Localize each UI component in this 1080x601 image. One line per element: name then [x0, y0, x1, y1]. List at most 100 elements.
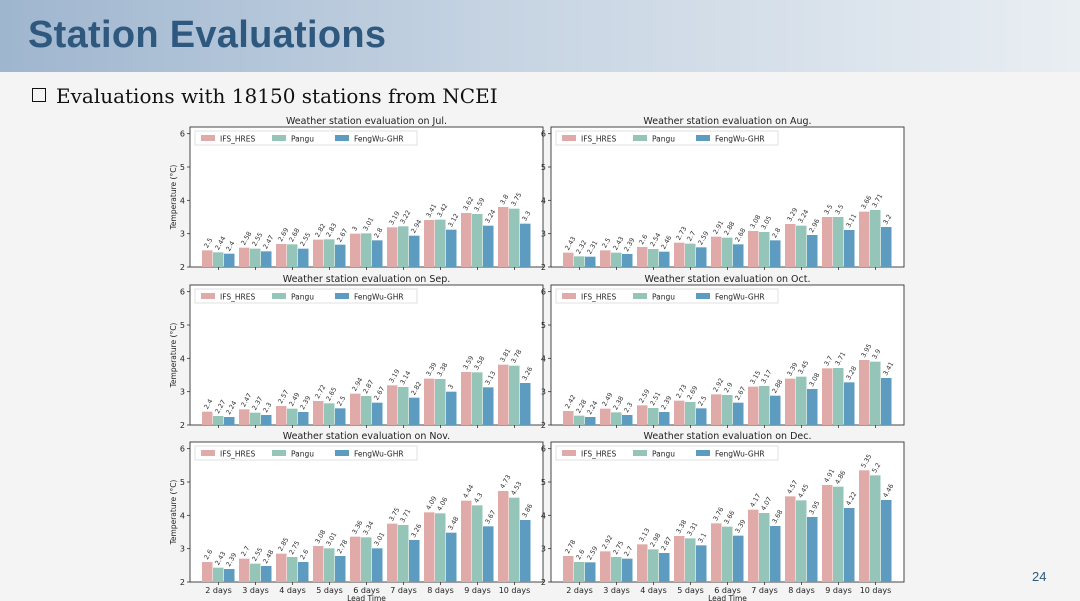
bar-pangu — [574, 415, 585, 425]
x-axis-label: Lead Time — [347, 594, 386, 601]
y-tick-label: 6 — [541, 288, 546, 297]
bar-ifs-hres — [674, 536, 685, 582]
bar-fengwu-ghr — [807, 389, 818, 425]
legend-swatch — [335, 135, 349, 141]
x-tick-label: 9 days — [825, 586, 852, 595]
legend-swatch — [633, 450, 647, 456]
legend-swatch — [696, 450, 710, 456]
bar-pangu — [611, 412, 622, 425]
bar-ifs-hres — [822, 368, 833, 425]
bar-fengwu-ghr — [696, 545, 707, 582]
x-tick-label: 8 days — [427, 586, 454, 595]
bar-pangu — [398, 387, 409, 425]
legend-swatch — [633, 293, 647, 299]
bar-pangu — [398, 525, 409, 582]
bar-fengwu-ghr — [483, 387, 494, 425]
bar-pangu — [722, 526, 733, 582]
legend-label: IFS_HRES — [220, 293, 255, 302]
y-tick-label: 6 — [180, 445, 185, 454]
bar-pangu — [611, 557, 622, 582]
bar-ifs-hres — [276, 244, 287, 267]
legend-swatch — [272, 135, 286, 141]
y-tick-label: 6 — [180, 130, 185, 139]
bullet-point: Evaluations with 18150 stations from NCE… — [32, 84, 498, 108]
legend-label: Pangu — [652, 293, 675, 302]
bar-ifs-hres — [498, 207, 509, 267]
legend-box — [194, 130, 418, 146]
bar-fengwu-ghr — [807, 235, 818, 267]
legend-label: Pangu — [291, 135, 314, 144]
bar-fengwu-ghr — [335, 408, 346, 425]
bar-fengwu-ghr — [298, 412, 309, 425]
bar-ifs-hres — [563, 556, 574, 582]
chart-panel-4: Weather station evaluation on Oct. 2 3 4 5 6 I… — [541, 274, 905, 430]
bar-fengwu-ghr — [520, 223, 531, 267]
bar-ifs-hres — [202, 562, 213, 582]
bar-ifs-hres — [748, 509, 759, 582]
legend-label: Pangu — [291, 450, 314, 459]
bar-ifs-hres — [461, 500, 472, 582]
bar-fengwu-ghr — [844, 508, 855, 582]
legend-box — [194, 288, 418, 304]
bar-ifs-hres — [859, 470, 870, 582]
y-tick-label: 4 — [541, 511, 546, 520]
bar-pangu — [870, 210, 881, 267]
y-tick-label: 4 — [541, 354, 546, 363]
bar-ifs-hres — [387, 385, 398, 425]
legend-label: FengWu-GHR — [354, 293, 404, 302]
x-tick-label: 9 days — [464, 586, 491, 595]
y-tick-label: 3 — [180, 230, 185, 239]
bar-fengwu-ghr — [409, 540, 420, 582]
bar-pangu — [833, 217, 844, 267]
bar-ifs-hres — [859, 211, 870, 267]
bar-pangu — [796, 225, 807, 267]
bar-ifs-hres — [350, 393, 361, 425]
bar-pangu — [833, 486, 844, 582]
bar-pangu — [213, 567, 224, 582]
bar-pangu — [759, 232, 770, 267]
chart-panel-3: Weather station evaluation on Sep. 2 3 4 5 6 T… — [169, 274, 544, 430]
bar-pangu — [361, 537, 372, 582]
bar-ifs-hres — [859, 360, 870, 425]
bar-ifs-hres — [600, 551, 611, 582]
bar-fengwu-ghr — [335, 556, 346, 582]
x-tick-label: 2 days — [566, 586, 593, 595]
y-tick-label: 2 — [541, 263, 546, 272]
bar-pangu — [250, 248, 261, 267]
bar-pangu — [472, 505, 483, 582]
legend-label: IFS_HRES — [220, 135, 255, 144]
bar-pangu — [870, 361, 881, 425]
data-label: 3 — [350, 225, 359, 233]
bar-pangu — [796, 376, 807, 425]
y-tick-label: 5 — [541, 478, 546, 487]
bar-ifs-hres — [461, 213, 472, 267]
legend-label: FengWu-GHR — [354, 450, 404, 459]
bar-fengwu-ghr — [770, 395, 781, 425]
bar-fengwu-ghr — [733, 244, 744, 267]
y-tick-label: 2 — [180, 263, 185, 272]
bar-fengwu-ghr — [770, 526, 781, 582]
bar-fengwu-ghr — [696, 408, 707, 425]
y-tick-label: 6 — [541, 130, 546, 139]
bar-ifs-hres — [276, 406, 287, 425]
bar-fengwu-ghr — [483, 526, 494, 582]
y-tick-label: 4 — [180, 511, 185, 520]
bar-fengwu-ghr — [770, 240, 781, 267]
bar-fengwu-ghr — [446, 391, 457, 425]
bar-pangu — [213, 252, 224, 267]
bar-fengwu-ghr — [261, 251, 272, 267]
bar-pangu — [648, 549, 659, 582]
legend-swatch — [562, 293, 576, 299]
page-title: Station Evaluations — [28, 14, 387, 56]
bar-fengwu-ghr — [622, 558, 633, 582]
bar-fengwu-ghr — [409, 397, 420, 425]
legend-swatch — [335, 450, 349, 456]
y-tick-label: 2 — [180, 578, 185, 587]
y-tick-label: 4 — [541, 196, 546, 205]
y-tick-label: 2 — [541, 421, 546, 430]
legend-swatch — [272, 450, 286, 456]
bar-fengwu-ghr — [520, 520, 531, 582]
legend-label: IFS_HRES — [220, 450, 255, 459]
bar-fengwu-ghr — [224, 253, 235, 267]
